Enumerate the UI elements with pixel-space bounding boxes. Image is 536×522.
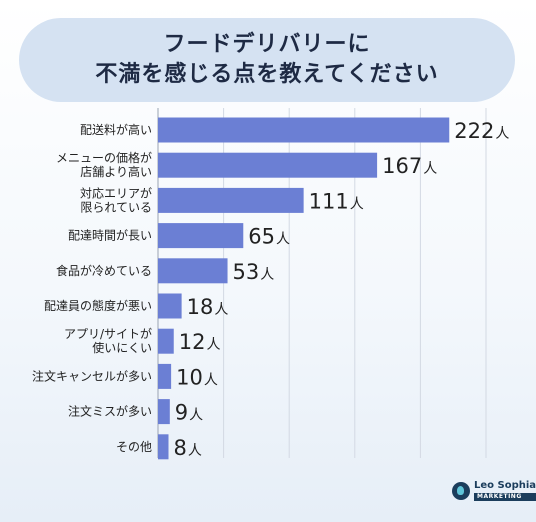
title-banner: フードデリバリーに 不満を感じる点を教えてください bbox=[19, 18, 515, 102]
value-unit: 人 bbox=[495, 126, 509, 142]
category-label: 限られている bbox=[80, 200, 152, 214]
logo-name: Leo Sophia bbox=[474, 480, 536, 491]
bar bbox=[158, 328, 174, 354]
category-label: メニューの価格が bbox=[56, 150, 152, 165]
value-label: 8 bbox=[173, 436, 186, 460]
value-label: 53 bbox=[233, 260, 260, 284]
value-unit: 人 bbox=[189, 408, 203, 424]
category-label: 店舗より高い bbox=[80, 164, 152, 179]
category-label: 使いにくい bbox=[92, 340, 152, 355]
value-unit: 人 bbox=[276, 232, 290, 248]
value-unit: 人 bbox=[350, 196, 364, 212]
brand-logo: Leo Sophia MARKETING bbox=[452, 478, 536, 504]
value-unit: 人 bbox=[204, 372, 218, 388]
category-label: 食品が冷めている bbox=[56, 263, 152, 278]
value-unit: 人 bbox=[260, 267, 274, 283]
category-label: 配達員の態度が悪い bbox=[44, 298, 152, 313]
logo-mark-icon bbox=[452, 482, 470, 500]
value-label: 10 bbox=[176, 365, 203, 389]
value-label: 9 bbox=[175, 401, 188, 425]
bar bbox=[158, 223, 244, 249]
category-label: アプリ/サイトが bbox=[64, 326, 152, 341]
bar bbox=[158, 434, 169, 460]
category-label: 注文キャンセルが多い bbox=[32, 368, 152, 383]
category-label: その他 bbox=[116, 440, 152, 454]
category-label: 配送料が高い bbox=[80, 122, 152, 137]
bar bbox=[158, 152, 378, 178]
bar bbox=[158, 187, 304, 213]
value-label: 111 bbox=[309, 189, 349, 213]
value-label: 167 bbox=[382, 154, 422, 178]
bar bbox=[158, 258, 228, 284]
value-label: 18 bbox=[187, 295, 214, 319]
value-unit: 人 bbox=[423, 161, 437, 177]
bar bbox=[158, 117, 450, 143]
bar bbox=[158, 293, 182, 319]
value-label: 222 bbox=[454, 119, 494, 143]
logo-subtitle: MARKETING bbox=[474, 493, 536, 501]
category-label: 注文ミスが多い bbox=[68, 404, 152, 419]
value-unit: 人 bbox=[206, 337, 220, 353]
bar bbox=[158, 363, 172, 389]
value-label: 12 bbox=[179, 330, 206, 354]
chart-title-line-2: 不満を感じる点を教えてください bbox=[95, 62, 439, 87]
category-label: 対応エリアが bbox=[80, 185, 152, 200]
chart-title-line-1: フードデリバリーに bbox=[163, 32, 371, 57]
category-label: 配達時間が長い bbox=[68, 228, 152, 243]
value-unit: 人 bbox=[188, 443, 202, 459]
bar bbox=[158, 399, 170, 425]
value-label: 65 bbox=[248, 225, 275, 249]
value-unit: 人 bbox=[214, 302, 228, 318]
